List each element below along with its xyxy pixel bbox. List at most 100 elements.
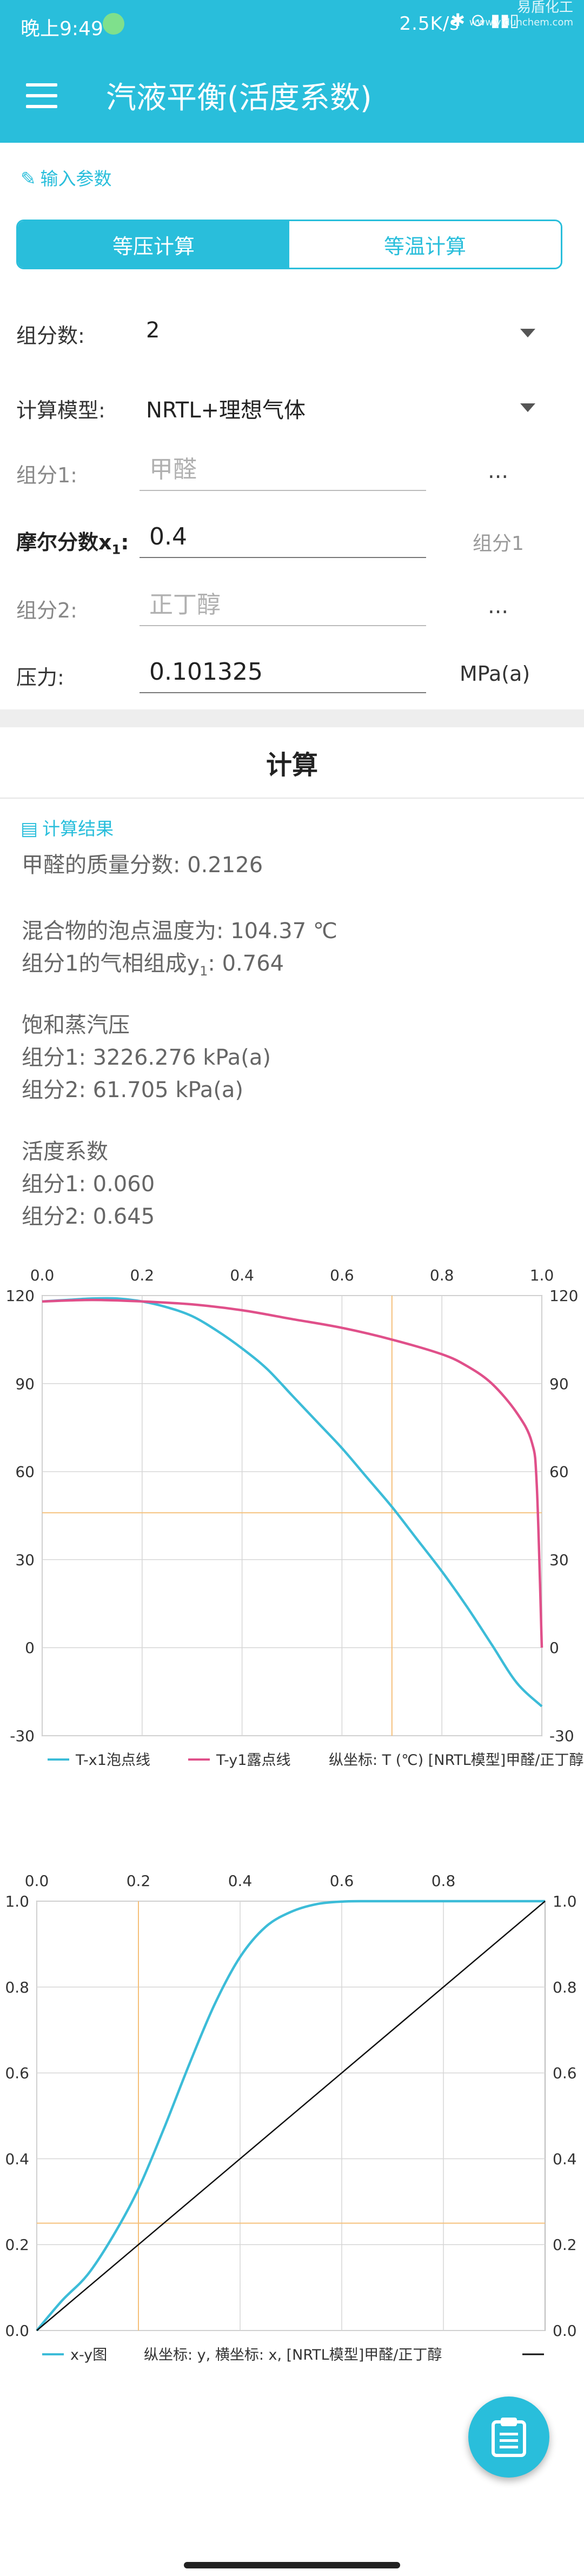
y-tick-label-left: 0 xyxy=(25,1639,35,1657)
status-bar: 晚上9:49 2.5K/s ✱ ⊙ ▮▮▯ 易盾化工 www.yidunchem… xyxy=(0,0,584,54)
y-tick-label-left: 0.4 xyxy=(5,2150,29,2168)
molefrac-label-colon: : xyxy=(121,530,129,554)
pressure-field xyxy=(140,651,426,693)
y-tick-label-right: -30 xyxy=(549,1727,574,1745)
input-section-title: 输入参数 xyxy=(40,168,112,189)
top-bar: 晚上9:49 2.5K/s ✱ ⊙ ▮▮▯ 易盾化工 www.yidunchem… xyxy=(0,0,584,143)
y-tick-label-left: 0.0 xyxy=(5,2322,29,2340)
x-tick-label: 0.4 xyxy=(228,1872,253,1890)
comp2-input[interactable] xyxy=(140,584,426,625)
y-tick-label-right: 90 xyxy=(549,1375,569,1393)
result-act-1: 组分1: 0.060 xyxy=(22,1172,155,1197)
x-tick-label: 0.2 xyxy=(127,1872,151,1890)
y-tick-label-right: 1.0 xyxy=(553,1893,577,1910)
comp2-field xyxy=(140,584,426,626)
t-xy-chart: 0.0 0.2 0.4 0.6 0.8 1.0 120 120 90 90 60 60 30 30 0 0 -3… xyxy=(6,1266,584,1769)
model-select[interactable]: NRTL+理想气体 xyxy=(146,398,306,423)
result-bubble-temp: 混合物的泡点温度为: 104.37 ℃ xyxy=(22,919,337,944)
home-indicator xyxy=(184,2562,400,2568)
x-tick-label: 0.2 xyxy=(130,1266,155,1284)
comp2-more-button[interactable]: ... xyxy=(488,594,509,619)
y-tick-label-right: 0.4 xyxy=(553,2150,577,2168)
y-tick-label-right: 0.6 xyxy=(553,2064,577,2082)
series-line-0 xyxy=(36,1900,545,2332)
result-section-title: 计算结果 xyxy=(42,818,114,839)
y-tick-label-left: -30 xyxy=(10,1727,35,1745)
x-tick-label: 0.0 xyxy=(30,1266,55,1284)
components-select[interactable]: 2 xyxy=(146,318,160,343)
network-speed: 2.5K/s xyxy=(399,13,460,35)
chart-note: 纵坐标: T (℃) [NRTL模型]甲醛/正丁醇 xyxy=(329,1752,583,1769)
series-line-1 xyxy=(36,1901,546,2331)
input-section-header: ✎ 输入参数 xyxy=(21,164,112,190)
y-tick-label-right: 0 xyxy=(549,1639,559,1657)
pressure-unit: MPa(a) xyxy=(460,662,530,686)
watermark-name: 易盾化工 xyxy=(516,0,573,16)
x-tick-label: 0.0 xyxy=(25,1872,49,1890)
watermark: 易盾化工 www.yidunchem.com xyxy=(469,0,573,30)
result-sat-1: 组分1: 3226.276 kPa(a) xyxy=(22,1045,271,1070)
y-tick-label-right: 60 xyxy=(549,1463,569,1481)
x-tick-label: 0.8 xyxy=(430,1266,454,1284)
page-title: 汽液平衡(活度系数) xyxy=(106,81,372,116)
tab-isothermal[interactable]: 等温计算 xyxy=(289,221,561,268)
chart-note: 纵坐标: y, 横坐标: x, [NRTL模型]甲醛/正丁醇 xyxy=(144,2347,442,2363)
clipboard-button[interactable] xyxy=(468,2396,549,2478)
plot-frame xyxy=(42,1295,542,1736)
legend-label: T-y1露点线 xyxy=(216,1752,290,1769)
y-tick-label-left: 120 xyxy=(6,1287,35,1305)
x-tick-label: 0.6 xyxy=(330,1872,354,1890)
clipboard-icon xyxy=(492,2418,526,2457)
pencil-icon: ✎ xyxy=(21,168,36,190)
molefrac-label-sub: 1 xyxy=(111,542,121,557)
x-tick-label: 0.6 xyxy=(330,1266,354,1284)
status-time: 晚上9:49 xyxy=(21,18,103,40)
comp1-more-button[interactable]: ... xyxy=(488,459,509,483)
result-mass-fraction: 甲醛的质量分数: 0.2126 xyxy=(22,853,263,878)
comp1-input[interactable] xyxy=(140,449,426,490)
y-tick-label-right: 30 xyxy=(549,1551,569,1569)
y-tick-label-left: 0.8 xyxy=(5,1979,29,1996)
y-tick-label-left: 0.6 xyxy=(5,2064,29,2082)
calculate-button[interactable]: 计算 xyxy=(0,727,584,799)
result-sat-title: 饱和蒸汽压 xyxy=(22,1013,130,1038)
molefrac-label-main: 摩尔分数x xyxy=(16,530,112,554)
y-tick-label-right: 0.8 xyxy=(553,1979,577,1996)
components-label: 组分数: xyxy=(16,324,85,348)
legend-label: T-x1泡点线 xyxy=(75,1752,150,1769)
wechat-icon xyxy=(103,13,124,35)
menu-icon[interactable] xyxy=(26,83,57,108)
molefrac-label: 摩尔分数x1: xyxy=(16,526,129,557)
legend-label: x-y图 xyxy=(70,2347,107,2363)
result-vapor-comp: 组分1的气相组成y1: 0.764 xyxy=(22,947,284,987)
molefrac-unit: 组分1 xyxy=(473,533,524,555)
watermark-url: www.yidunchem.com xyxy=(469,17,573,28)
chevron-down-icon[interactable] xyxy=(520,403,535,412)
x-tick-label: 0.4 xyxy=(230,1266,254,1284)
status-icons: ✱ ⊙ ▮▮▯ xyxy=(450,10,519,30)
y-tick-label-right: 0.0 xyxy=(553,2322,577,2340)
vapor-comp-value: : 0.764 xyxy=(208,951,284,976)
mode-tabs: 等压计算 等温计算 xyxy=(16,220,562,269)
pressure-label: 压力: xyxy=(16,666,64,689)
pressure-input[interactable] xyxy=(140,651,426,692)
y-tick-label-left: 1.0 xyxy=(5,1893,29,1910)
result-section-header: ▤ 计算结果 xyxy=(21,814,114,840)
y-tick-label-left: 30 xyxy=(15,1551,35,1569)
app-bar: 汽液平衡(活度系数) xyxy=(0,54,584,143)
y-tick-label-left: 0.2 xyxy=(5,2236,29,2254)
molefrac-input[interactable] xyxy=(140,516,426,557)
result-act-title: 活度系数 xyxy=(22,1139,108,1164)
x-tick-label: 0.8 xyxy=(432,1872,456,1890)
result-sat-2: 组分2: 61.705 kPa(a) xyxy=(22,1078,244,1103)
section-divider xyxy=(0,709,584,727)
y-tick-label-right: 120 xyxy=(549,1287,578,1305)
molefrac-field xyxy=(140,516,426,558)
comp1-field xyxy=(140,449,426,491)
tab-isobaric[interactable]: 等压计算 xyxy=(18,221,289,268)
vapor-comp-sub: 1 xyxy=(200,964,208,979)
chevron-down-icon[interactable] xyxy=(520,329,535,337)
document-icon: ▤ xyxy=(21,818,38,840)
comp2-label: 组分2: xyxy=(16,599,77,622)
comp1-label: 组分1: xyxy=(16,463,77,487)
